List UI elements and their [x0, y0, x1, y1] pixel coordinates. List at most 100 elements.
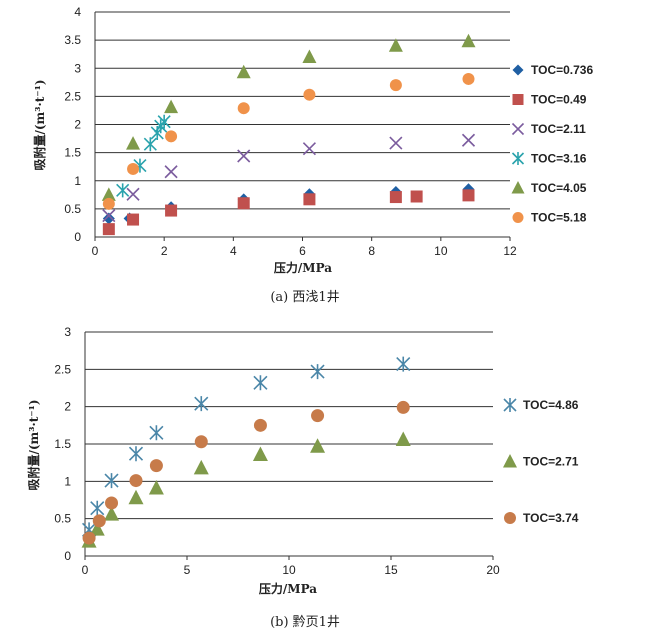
- data-point: [236, 64, 251, 79]
- x-tick-label: 8: [368, 244, 375, 258]
- data-point: [165, 204, 178, 217]
- data-point: [410, 190, 423, 203]
- chart-a-marks: [101, 33, 476, 236]
- data-point: [389, 79, 402, 92]
- data-point: [105, 496, 119, 510]
- chart-a-xlabel: 压力/MPa: [274, 260, 332, 275]
- y-tick-label: 0.5: [54, 512, 71, 526]
- y-tick-label: 3: [74, 61, 81, 75]
- legend-item: TOC=4.86: [503, 398, 579, 412]
- y-tick-label: 0: [74, 230, 81, 244]
- data-point: [165, 130, 178, 143]
- data-point: [126, 136, 141, 150]
- series-TOC=3.16: [116, 114, 171, 198]
- data-point: [129, 474, 143, 488]
- series-TOC=2.11: [102, 133, 476, 223]
- data-point: [102, 209, 116, 223]
- legend-label: TOC=5.18: [531, 211, 587, 225]
- data-point: [395, 431, 411, 447]
- chart-a-grid: [95, 11, 510, 210]
- data-point: [388, 38, 403, 52]
- legend-marker: [504, 512, 516, 524]
- data-point: [164, 165, 178, 179]
- data-point: [164, 99, 179, 114]
- y-tick-label: 1: [64, 474, 71, 488]
- y-tick-label: 1.5: [54, 437, 71, 451]
- x-tick-label: 12: [503, 244, 517, 258]
- data-point: [237, 102, 250, 115]
- legend-marker: [511, 152, 525, 165]
- legend-label: TOC=0.736: [531, 63, 593, 77]
- chart-b: 00.511.522.53 0 5 10 15 20 TOC=4.86TOC=2.71T…: [26, 325, 579, 630]
- x-tick-label: 5: [184, 563, 191, 577]
- data-point: [310, 364, 325, 380]
- data-point: [302, 49, 317, 63]
- chart-b-grid: [85, 331, 493, 520]
- data-point: [310, 438, 326, 453]
- legend-marker: [511, 122, 525, 136]
- chart-b-y-ticks: 0 0.5 1 1.5 2 2.5 3: [54, 325, 71, 563]
- y-tick-label: 4: [74, 5, 81, 19]
- legend-marker: [512, 212, 524, 223]
- chart-b-legend: TOC=4.86 TOC=2.71 TOC=3.74: [503, 398, 579, 525]
- data-point: [126, 187, 140, 201]
- x-tick-label: 2: [161, 244, 168, 258]
- x-tick-label: 0: [92, 244, 99, 258]
- legend-marker: [512, 94, 524, 105]
- y-tick-label: 1: [74, 174, 81, 188]
- legend-label: TOC=0.49: [531, 93, 587, 107]
- chart-a-legend: TOC=0.736 TOC=0.49 TOC=2.11 TOC=3.16 TOC=4.0…: [511, 63, 593, 225]
- x-tick-label: 0: [82, 563, 89, 577]
- data-point: [396, 400, 410, 414]
- data-point: [104, 473, 119, 489]
- data-point: [462, 189, 475, 202]
- series-TOC=0.736: [102, 183, 475, 225]
- series-TOC=5.18: [102, 72, 475, 210]
- chart-a-caption: (a) 西浅1井: [270, 290, 339, 305]
- data-point: [128, 489, 144, 505]
- series-TOC=3.74: [82, 400, 410, 545]
- chart-b-caption: (b) 黔页1井: [270, 615, 340, 630]
- x-tick-label: 20: [486, 563, 500, 577]
- x-tick-label: 15: [384, 563, 398, 577]
- legend-label: TOC=2.71: [523, 455, 579, 469]
- chart-b-x-ticks: 0 5 10 15 20: [82, 556, 500, 577]
- data-point: [102, 212, 115, 225]
- chart-a-y-ticks: 0 0.5 1 1.5 2 2.5 3 3.5 4: [64, 5, 81, 244]
- data-point: [302, 142, 316, 156]
- data-point: [253, 375, 268, 391]
- y-tick-label: 2: [64, 400, 71, 414]
- legend-marker: [503, 454, 517, 468]
- legend-label: TOC=2.11: [531, 122, 586, 136]
- data-point: [252, 446, 268, 461]
- data-point: [90, 500, 105, 516]
- legend-item: TOC=3.16: [511, 152, 587, 166]
- data-point: [149, 459, 163, 473]
- data-point: [104, 506, 120, 521]
- y-tick-label: 3.5: [64, 33, 81, 47]
- data-point: [194, 396, 209, 412]
- chart-b-marks: [81, 356, 411, 548]
- data-point: [303, 193, 316, 206]
- data-point: [461, 33, 476, 48]
- legend-label: TOC=3.74: [523, 511, 579, 525]
- data-point: [389, 136, 403, 150]
- legend-label: TOC=4.05: [531, 181, 587, 195]
- data-point: [148, 480, 164, 495]
- chart-a-ylabel: 吸附量/(m³·t⁻¹): [32, 79, 47, 170]
- data-point: [127, 162, 140, 175]
- data-point: [396, 356, 411, 372]
- data-point: [253, 418, 267, 432]
- x-tick-label: 4: [230, 244, 237, 258]
- data-point: [143, 137, 157, 152]
- data-point: [116, 183, 130, 198]
- legend-label: TOC=4.86: [523, 398, 579, 412]
- x-tick-label: 10: [434, 244, 448, 258]
- legend-item: TOC=2.71: [503, 454, 579, 469]
- data-point: [237, 197, 250, 210]
- legend-item: TOC=5.18: [512, 211, 587, 225]
- data-point: [462, 72, 475, 85]
- data-point: [193, 459, 209, 475]
- chart-b-xlabel: 压力/MPa: [259, 581, 317, 596]
